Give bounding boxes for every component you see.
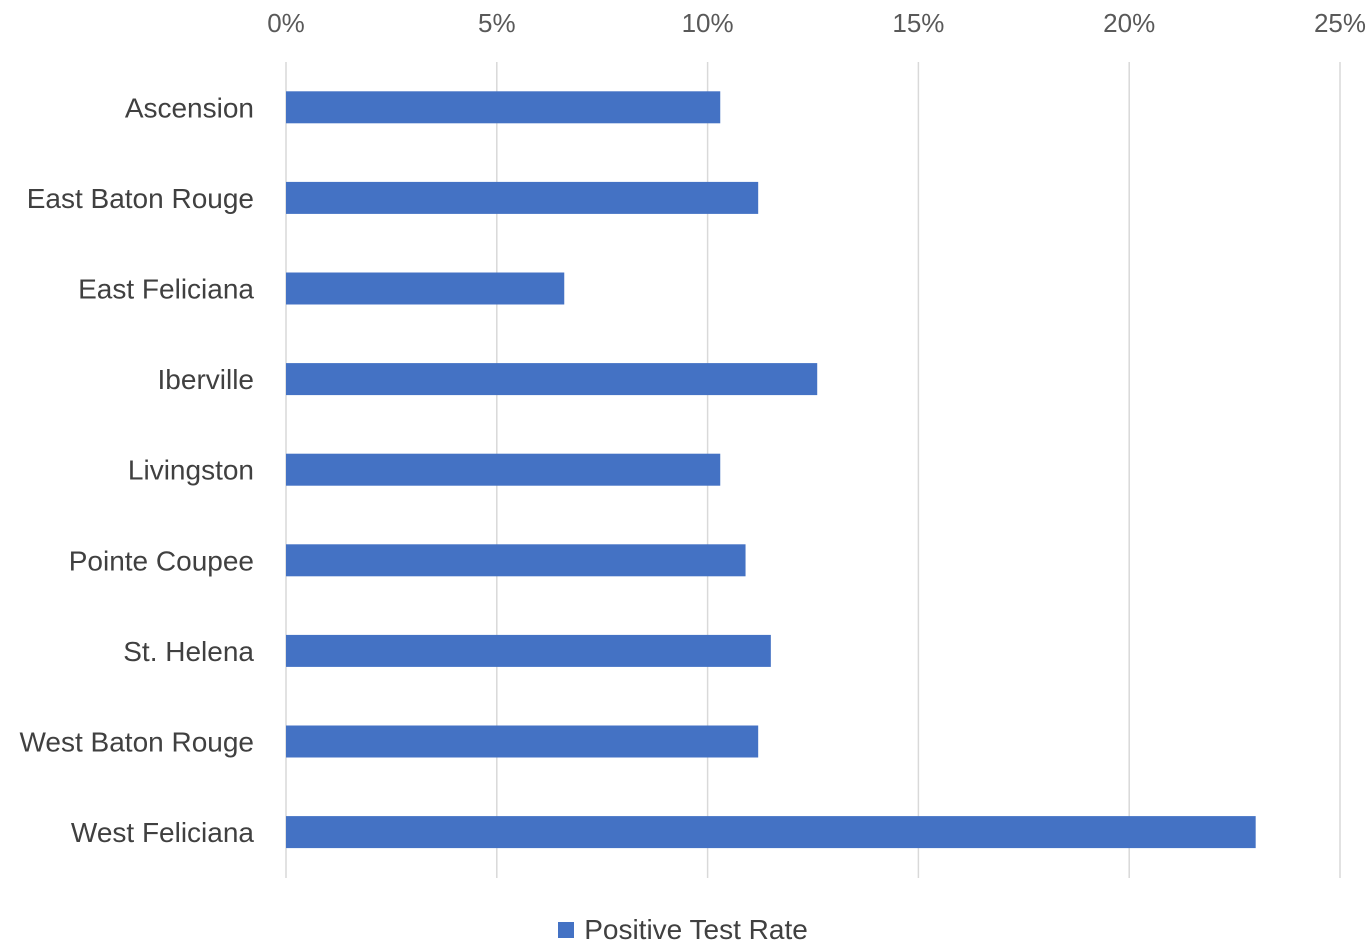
category-label: St. Helena	[123, 636, 254, 667]
category-label: Iberville	[158, 364, 254, 395]
bar	[286, 272, 565, 305]
bar	[286, 816, 1256, 849]
category-label: Pointe Coupee	[69, 545, 254, 576]
category-label: West Baton Rouge	[19, 727, 254, 758]
bar	[286, 544, 746, 577]
category-label: Ascension	[125, 92, 254, 123]
category-label: West Feliciana	[71, 817, 255, 848]
bar	[286, 363, 818, 396]
x-tick-label: 20%	[1103, 8, 1155, 38]
legend-swatch	[558, 922, 575, 938]
legend-label: Positive Test Rate	[584, 914, 808, 945]
category-label: East Feliciana	[78, 274, 254, 305]
category-label: Livingston	[128, 455, 254, 486]
category-label: East Baton Rouge	[27, 183, 254, 214]
x-tick-label: 10%	[682, 8, 734, 38]
bar-chart: 0% 5% 10% 15% 20% 25% Ascension East Baton Roug…	[19, 8, 1366, 878]
x-tick-label: 15%	[892, 8, 944, 38]
x-tick-label: 5%	[478, 8, 516, 38]
x-tick-label: 0%	[267, 8, 305, 38]
bar	[286, 453, 721, 486]
bar	[286, 634, 771, 667]
legend: Positive Test Rate	[0, 914, 1366, 946]
bar	[286, 181, 759, 214]
bar	[286, 725, 759, 758]
x-tick-label: 25%	[1314, 8, 1366, 38]
bar	[286, 91, 721, 124]
